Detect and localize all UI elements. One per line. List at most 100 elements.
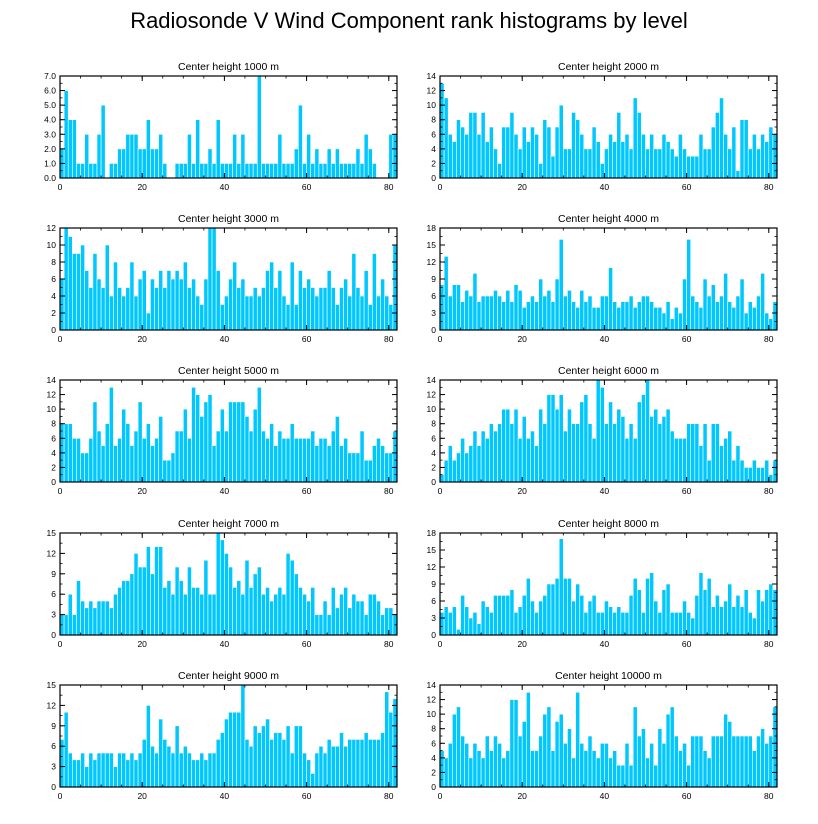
bar	[273, 163, 279, 179]
bar	[335, 745, 340, 788]
bar	[384, 452, 390, 483]
bar	[682, 278, 687, 331]
bar	[542, 119, 548, 179]
y-tick-label: 6.0	[44, 86, 56, 96]
bar	[715, 423, 720, 483]
y-tick-label: 14	[427, 680, 437, 690]
bar	[211, 752, 217, 788]
bar	[203, 163, 209, 179]
bar	[248, 163, 254, 179]
bar	[591, 307, 597, 331]
bar	[608, 267, 613, 331]
bar	[67, 423, 73, 483]
bar	[649, 133, 655, 179]
bar	[497, 742, 502, 788]
bar	[538, 278, 544, 331]
bar	[715, 301, 720, 331]
bar	[521, 416, 527, 483]
bar	[579, 401, 585, 483]
bar	[476, 750, 482, 788]
bar	[392, 698, 398, 788]
bar	[367, 459, 373, 483]
bar	[460, 301, 465, 331]
y-tick-label: 5.0	[44, 100, 56, 110]
x-tick-label: 20	[137, 334, 147, 344]
bar	[612, 141, 618, 179]
bar	[269, 600, 275, 636]
bar	[273, 732, 279, 788]
y-tick-label: 12	[47, 700, 57, 710]
bar	[665, 713, 671, 788]
bar	[207, 227, 213, 331]
bar	[698, 445, 704, 483]
bar	[665, 141, 671, 179]
bar	[620, 416, 626, 483]
chart-panel-8: Center height 8000 m 0 20 40 60 80 0 3 6 9 12 15 18	[427, 518, 778, 649]
bar	[497, 423, 502, 483]
bar	[219, 163, 225, 179]
bar	[579, 742, 585, 788]
bar	[339, 593, 344, 636]
bar	[747, 467, 753, 483]
bar	[302, 593, 307, 636]
bar	[174, 430, 180, 483]
bar	[743, 735, 749, 788]
x-tick-label: 20	[517, 334, 527, 344]
bar	[497, 595, 502, 636]
x-tick-label: 80	[384, 486, 394, 496]
bar	[497, 163, 502, 179]
bar	[480, 757, 486, 788]
bar	[669, 318, 675, 331]
bar	[244, 163, 250, 179]
bar	[244, 559, 250, 636]
x-tick-label: 20	[137, 791, 147, 801]
bar	[768, 583, 774, 636]
bar	[182, 745, 188, 788]
bar	[534, 612, 539, 636]
bar	[76, 759, 81, 788]
bar	[583, 612, 589, 636]
bar	[150, 445, 155, 483]
bar	[546, 706, 552, 788]
bar	[546, 290, 552, 331]
bar	[351, 163, 357, 179]
bar	[88, 287, 94, 331]
bar	[158, 133, 164, 179]
bar	[521, 595, 527, 636]
y-tick-label: 3	[431, 613, 436, 623]
bar	[735, 735, 741, 788]
bar	[236, 287, 242, 331]
bar	[710, 423, 716, 483]
bar	[669, 430, 675, 483]
bar	[439, 474, 445, 483]
bar	[232, 401, 238, 483]
x-tick-label: 20	[517, 486, 527, 496]
bar	[355, 739, 361, 788]
bar	[117, 148, 122, 179]
bar	[84, 133, 90, 179]
y-tick-label: 0.0	[44, 173, 56, 183]
bar	[484, 437, 490, 483]
bar	[109, 295, 114, 331]
bar	[359, 600, 365, 636]
y-tick-label: 4	[51, 448, 56, 458]
bar	[661, 133, 667, 179]
y-tick-label: 6	[431, 291, 436, 301]
bar	[252, 287, 258, 331]
bar	[347, 607, 353, 636]
bar	[376, 295, 381, 331]
bar	[538, 735, 544, 788]
bar	[501, 757, 507, 788]
bar	[752, 133, 757, 179]
bar	[706, 757, 712, 788]
bar	[339, 445, 344, 483]
bar	[694, 155, 700, 179]
bar	[661, 312, 667, 331]
bar	[380, 732, 385, 788]
bar	[191, 278, 196, 331]
bar	[641, 295, 646, 331]
bar	[191, 587, 196, 636]
bar	[468, 757, 474, 788]
x-tick-label: 0	[438, 182, 443, 192]
bar	[330, 287, 336, 331]
